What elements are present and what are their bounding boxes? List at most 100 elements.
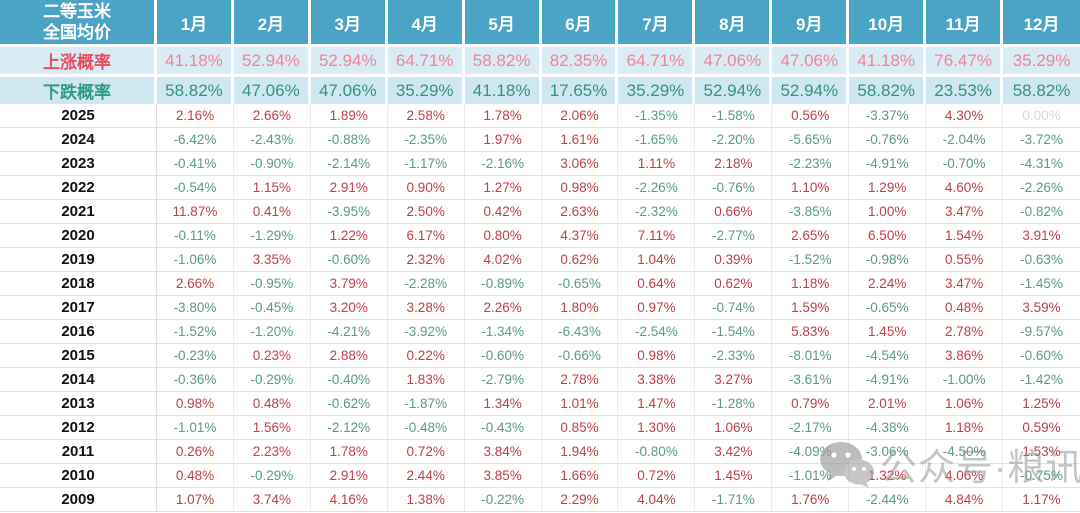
value-cell: -0.95% (233, 272, 311, 295)
month-header: 5月 (464, 0, 542, 44)
value-cell: -0.40% (310, 368, 388, 391)
year-label: 2018 (0, 272, 157, 295)
value-cell: -2.12% (310, 416, 388, 439)
value-cell: -1.42% (1003, 368, 1080, 391)
value-cell: 0.00% (1003, 104, 1080, 127)
value-cell: -1.06% (157, 248, 234, 271)
value-cell: 3.47% (926, 272, 1004, 295)
value-cell: 7.11% (618, 224, 696, 247)
year-label: 2013 (0, 392, 157, 415)
rise-probability-cell: 41.18% (157, 47, 234, 74)
month-header: 6月 (541, 0, 619, 44)
value-cell: 0.48% (926, 296, 1004, 319)
value-cell: 5.83% (772, 320, 850, 343)
value-cell: 1.94% (541, 440, 619, 463)
value-cell: 0.85% (541, 416, 619, 439)
year-row: 2024 -6.42% -2.43% -0.88% -2.35% 1.97% 1.61% -1… (0, 128, 1080, 152)
value-cell: 3.06% (541, 152, 619, 175)
year-row: 2023 -0.41% -0.90% -2.14% -1.17% -2.16% 3.06% 1… (0, 152, 1080, 176)
value-cell: 1.29% (849, 176, 927, 199)
value-cell: -1.45% (1003, 272, 1080, 295)
value-cell: 0.48% (233, 392, 311, 415)
month-header: 10月 (849, 0, 927, 44)
value-cell: 11.87% (157, 200, 234, 223)
year-row: 2021 11.87% 0.41% -3.95% 2.50% 0.42% 2.63% -2.3… (0, 200, 1080, 224)
value-cell: 0.26% (157, 440, 234, 463)
year-row: 2025 2.16% 2.66% 1.89% 2.58% 1.78% 2.06% -1.35%… (0, 104, 1080, 128)
value-cell: -8.01% (772, 344, 850, 367)
fall-probability-cell: 23.53% (926, 77, 1004, 104)
fall-probability-cell: 58.82% (849, 77, 927, 104)
year-label: 2015 (0, 344, 157, 367)
value-cell: 1.00% (849, 200, 927, 223)
value-cell: -0.98% (849, 248, 927, 271)
value-cell: 0.79% (772, 392, 850, 415)
value-cell: -2.33% (695, 344, 773, 367)
value-cell: -2.77% (695, 224, 773, 247)
value-cell: 2.16% (157, 104, 234, 127)
value-cell: -2.26% (1003, 176, 1080, 199)
value-cell: -0.23% (157, 344, 234, 367)
year-label: 2025 (0, 104, 157, 127)
value-cell: -0.80% (618, 440, 696, 463)
value-cell: -4.09% (772, 440, 850, 463)
value-cell: -2.43% (233, 128, 311, 151)
rise-probability-cell: 52.94% (233, 47, 311, 74)
value-cell: -1.29% (233, 224, 311, 247)
value-cell: 2.91% (310, 464, 388, 487)
value-cell: -2.79% (464, 368, 542, 391)
value-cell: -0.89% (464, 272, 542, 295)
value-cell: 0.59% (1003, 416, 1080, 439)
rise-probability-cell: 35.29% (1003, 47, 1080, 74)
value-cell: -4.91% (849, 368, 927, 391)
value-cell: 0.55% (926, 248, 1004, 271)
value-cell: -0.74% (695, 296, 773, 319)
value-cell: 0.66% (695, 200, 773, 223)
month-header: 2月 (233, 0, 311, 44)
value-cell: -0.54% (157, 176, 234, 199)
value-cell: -3.92% (387, 320, 465, 343)
value-cell: 1.10% (772, 176, 850, 199)
value-cell: 2.78% (541, 368, 619, 391)
year-row: 2019 -1.06% 3.35% -0.60% 2.32% 4.02% 0.62% 1.04… (0, 248, 1080, 272)
value-cell: -1.52% (772, 248, 850, 271)
value-cell: 1.06% (926, 392, 1004, 415)
rise-probability-row: 上涨概率 41.18% 52.94% 52.94% 64.71% 58.82% 82.35… (0, 47, 1080, 74)
value-cell: 1.18% (926, 416, 1004, 439)
month-header: 3月 (310, 0, 388, 44)
value-cell: 6.17% (387, 224, 465, 247)
value-cell: -4.50% (926, 440, 1004, 463)
fall-probability-cell: 47.06% (310, 77, 388, 104)
value-cell: 4.30% (926, 104, 1004, 127)
year-label: 2024 (0, 128, 157, 151)
fall-probability-cell: 47.06% (233, 77, 311, 104)
value-cell: 2.58% (387, 104, 465, 127)
value-cell: 1.45% (695, 464, 773, 487)
year-row: 2018 2.66% -0.95% 3.79% -2.28% -0.89% -0.65% 0.… (0, 272, 1080, 296)
year-label: 2009 (0, 488, 157, 511)
value-cell: 2.29% (541, 488, 619, 511)
month-header: 1月 (157, 0, 234, 44)
value-cell: -4.31% (1003, 152, 1080, 175)
value-cell: 0.56% (772, 104, 850, 127)
value-cell: -3.72% (1003, 128, 1080, 151)
value-cell: 3.47% (926, 200, 1004, 223)
value-cell: -2.32% (618, 200, 696, 223)
value-cell: 2.01% (849, 392, 927, 415)
value-cell: 0.98% (618, 344, 696, 367)
rise-probability-cell: 82.35% (541, 47, 619, 74)
year-row: 2015 -0.23% 0.23% 2.88% 0.22% -0.60% -0.66% 0.9… (0, 344, 1080, 368)
value-cell: 3.85% (464, 464, 542, 487)
value-cell: 2.66% (157, 272, 234, 295)
rise-probability-cell: 41.18% (849, 47, 927, 74)
value-cell: 1.30% (618, 416, 696, 439)
value-cell: -1.71% (695, 488, 773, 511)
value-cell: -2.23% (772, 152, 850, 175)
value-cell: 0.80% (464, 224, 542, 247)
value-cell: -0.62% (310, 392, 388, 415)
value-cell: 3.42% (695, 440, 773, 463)
value-cell: -0.65% (849, 296, 927, 319)
value-cell: 4.16% (310, 488, 388, 511)
fall-probability-cell: 52.94% (772, 77, 850, 104)
